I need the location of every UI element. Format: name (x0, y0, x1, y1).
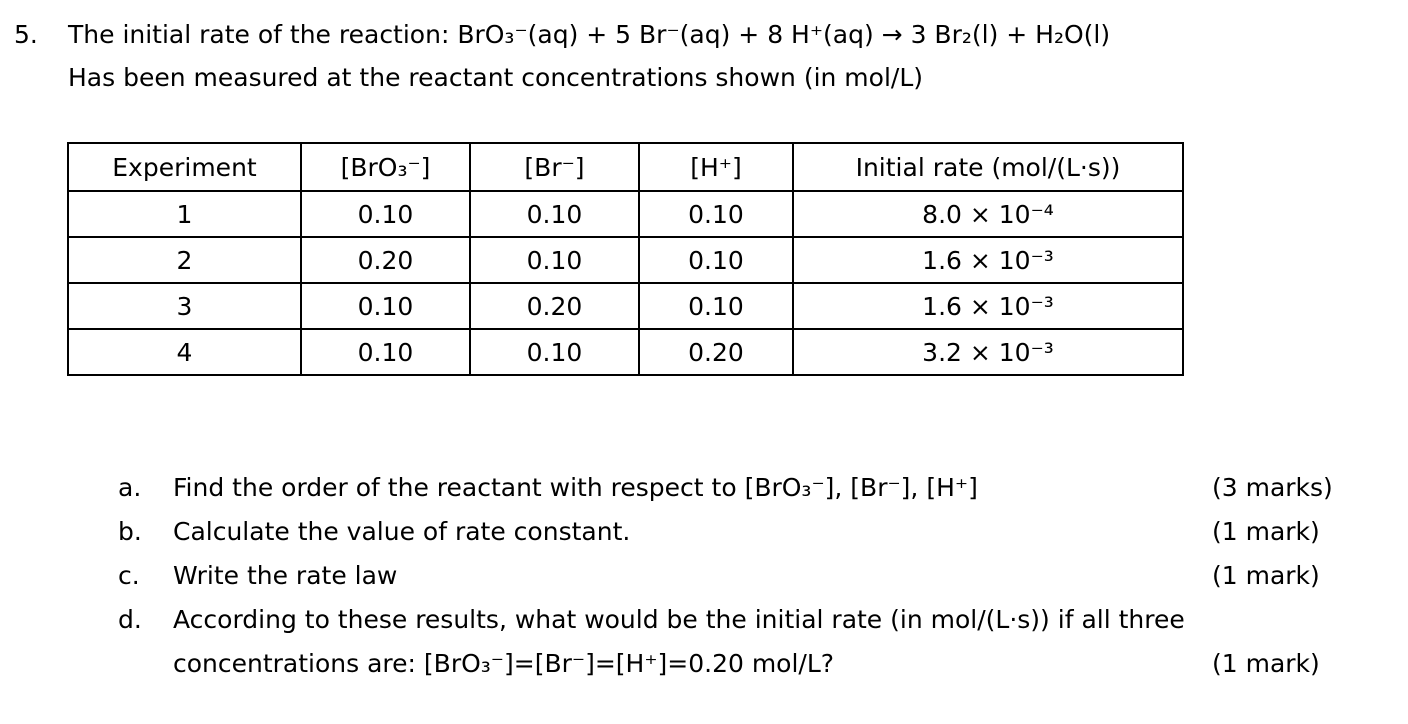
table-row: 3 0.10 0.20 0.10 1.6 × 10⁻³ (67, 282, 1184, 330)
header-cell: [Br⁻] (469, 142, 640, 192)
part-text: concentrations are: [BrO₃⁻]=[Br⁻]=[H⁺]=0… (173, 649, 835, 678)
table-cell: 3.2 × 10⁻³ (792, 328, 1184, 376)
data-table: Experiment [BrO₃⁻] [Br⁻] [H⁺] Initial rate (… (67, 142, 1184, 376)
part-label: d. (118, 605, 142, 634)
table-cell: 8.0 × 10⁻⁴ (792, 190, 1184, 238)
question-line: Has been measured at the reactant concen… (68, 63, 924, 92)
part-label: a. (118, 473, 142, 502)
table-cell: 0.10 (638, 190, 794, 238)
header-cell: Experiment (67, 142, 302, 192)
table-row: 1 0.10 0.10 0.10 8.0 × 10⁻⁴ (67, 190, 1184, 238)
part-marks: (1 mark) (1212, 561, 1320, 590)
table-cell: 0.10 (638, 282, 794, 330)
table-cell: 2 (67, 236, 302, 284)
table-cell: 0.10 (300, 190, 471, 238)
header-cell: [H⁺] (638, 142, 794, 192)
part-label: b. (118, 517, 142, 546)
table-cell: 0.20 (300, 236, 471, 284)
table-cell: 4 (67, 328, 302, 376)
part-text: According to these results, what would b… (173, 605, 1185, 634)
header-row: Experiment [BrO₃⁻] [Br⁻] [H⁺] Initial rate (… (67, 142, 1184, 192)
table-cell: 3 (67, 282, 302, 330)
part-marks: (1 mark) (1212, 649, 1320, 678)
table-cell: 0.10 (469, 328, 640, 376)
table-cell: 1.6 × 10⁻³ (792, 236, 1184, 284)
table-cell: 1.6 × 10⁻³ (792, 282, 1184, 330)
question-number: 5. (14, 20, 38, 49)
table-cell: 0.20 (469, 282, 640, 330)
header-cell: [BrO₃⁻] (300, 142, 471, 192)
part-text: Write the rate law (173, 561, 398, 590)
header-cell: Initial rate (mol/(L·s)) (792, 142, 1184, 192)
part-text: Find the order of the reactant with resp… (173, 473, 978, 502)
table-cell: 0.20 (638, 328, 794, 376)
table-cell: 0.10 (469, 190, 640, 238)
question-line: The initial rate of the reaction: BrO₃⁻(… (68, 20, 1111, 49)
table-cell: 0.10 (300, 328, 471, 376)
part-marks: (3 marks) (1212, 473, 1333, 502)
table-cell: 0.10 (469, 236, 640, 284)
table-cell: 0.10 (300, 282, 471, 330)
part-label: c. (118, 561, 140, 590)
table-cell: 0.10 (638, 236, 794, 284)
table-row: 4 0.10 0.10 0.20 3.2 × 10⁻³ (67, 328, 1184, 376)
part-marks: (1 mark) (1212, 517, 1320, 546)
table-row: 2 0.20 0.10 0.10 1.6 × 10⁻³ (67, 236, 1184, 284)
table-cell: 1 (67, 190, 302, 238)
part-text: Calculate the value of rate constant. (173, 517, 631, 546)
